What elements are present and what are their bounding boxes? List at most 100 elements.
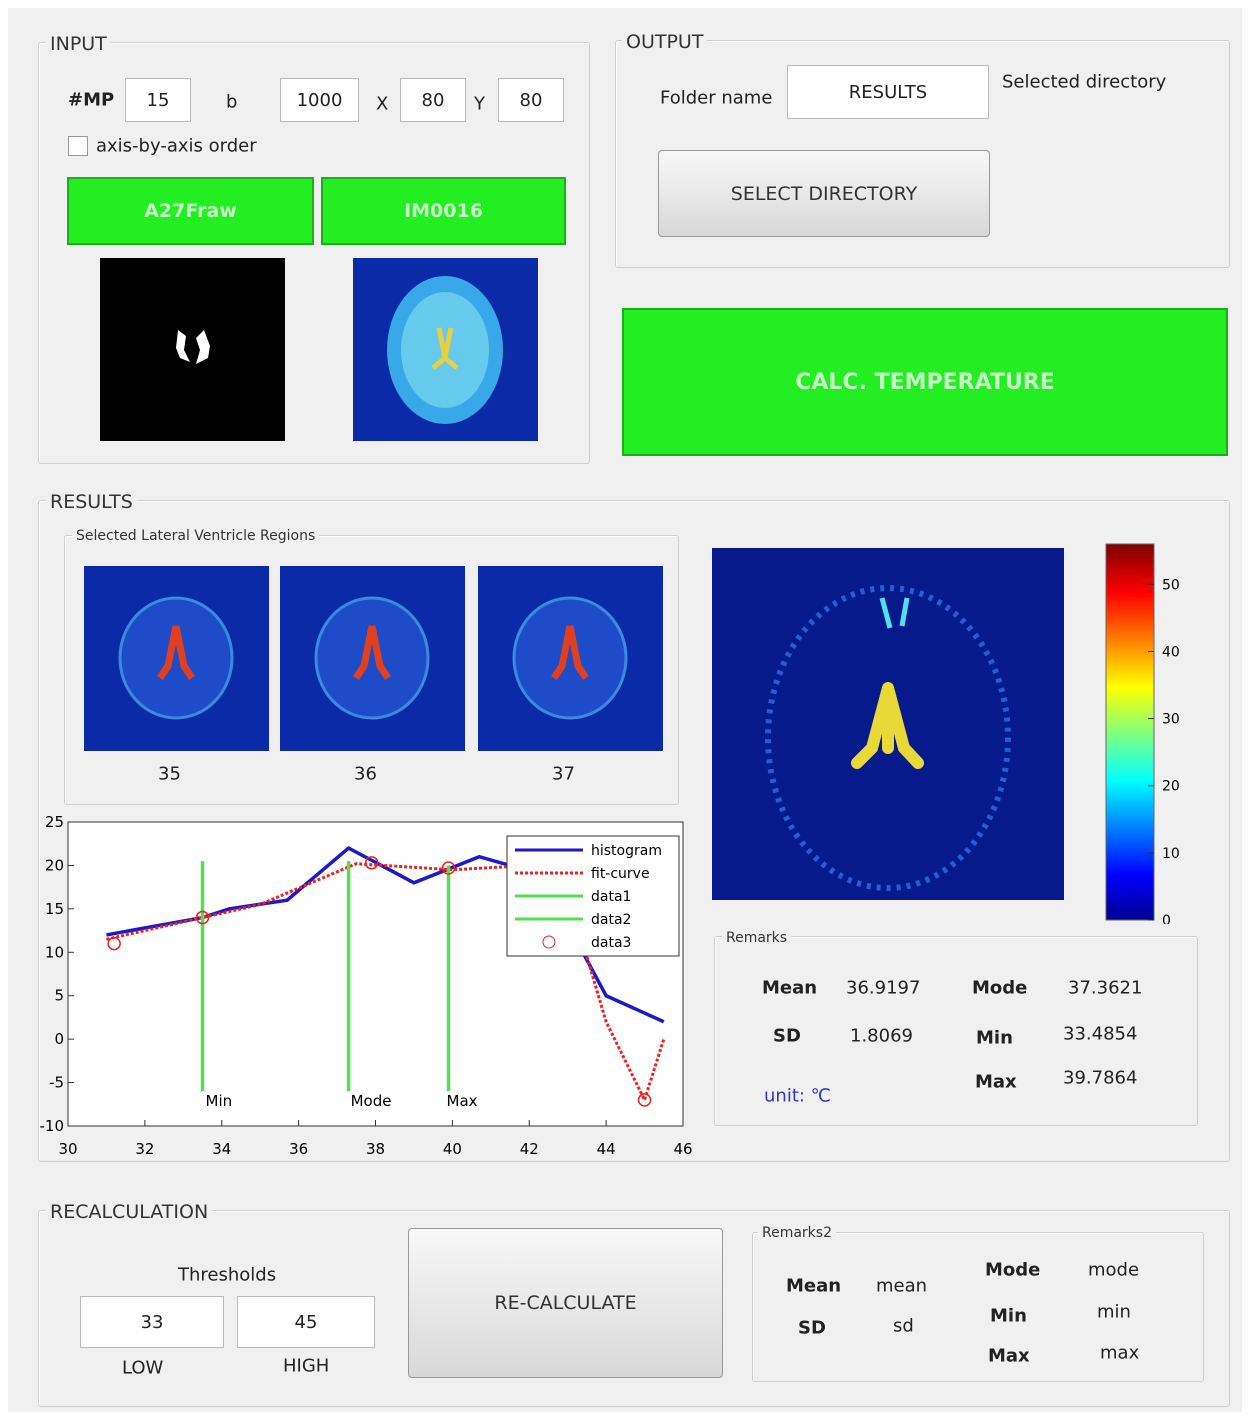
x-tick-label: 34 [212, 1140, 231, 1158]
value: sd [893, 1315, 914, 1337]
text-field[interactable]: 45 [237, 1296, 375, 1348]
x-tick-label: 36 [289, 1140, 308, 1158]
brain [118, 596, 234, 720]
panel-title: RECALCULATION [46, 1201, 213, 1223]
label: SD [798, 1317, 826, 1339]
remarks2-panel [752, 1232, 1204, 1382]
panel-title: Remarks2 [758, 1225, 836, 1241]
annotation: Mode [351, 1092, 392, 1110]
ventricle [157, 625, 195, 680]
y-tick-label: 15 [45, 900, 64, 918]
legend-label: histogram [591, 843, 662, 859]
temperature-map [712, 548, 1064, 900]
legend-label: fit-curve [591, 866, 650, 882]
calc-button[interactable]: CALC. TEMPERATURE [622, 308, 1228, 456]
button[interactable]: IM0016 [321, 177, 566, 245]
y-tick-label: 5 [54, 987, 64, 1005]
output-panel [615, 40, 1230, 268]
ventricle [551, 625, 589, 680]
mask-shape [176, 330, 210, 364]
y-tick-label: -5 [49, 1074, 64, 1092]
label: HIGH [283, 1355, 330, 1377]
series-line [106, 862, 666, 1104]
value: min [1097, 1301, 1131, 1323]
colorbar-gradient [1105, 543, 1155, 921]
label: X [376, 93, 389, 115]
annotation: Max [447, 1092, 478, 1110]
x-tick-label: 40 [443, 1140, 462, 1158]
label: Folder name [660, 87, 773, 109]
colorbar-tick-label: 40 [1162, 644, 1180, 660]
y-tick-label: 0 [54, 1030, 64, 1048]
label: Thresholds [178, 1264, 277, 1286]
label: Mean [786, 1275, 842, 1297]
label: Mode [972, 977, 1028, 999]
text-field[interactable]: 33 [80, 1296, 224, 1348]
label: SD [773, 1025, 801, 1047]
brain-outline [765, 585, 1011, 891]
button[interactable]: SELECT DIRECTORY [658, 150, 990, 237]
slice-image [84, 566, 269, 751]
x-tick-label: 38 [366, 1140, 385, 1158]
slice-label: 36 [354, 763, 377, 785]
label: Mode [985, 1259, 1041, 1281]
recalculation-panel [38, 1210, 1230, 1407]
value: 1.8069 [850, 1025, 913, 1047]
button[interactable]: RE-CALCULATE [408, 1228, 723, 1378]
colorbar-tick-label: 30 [1162, 712, 1180, 728]
checkbox-label: axis-by-axis order [96, 135, 257, 157]
value: 36.9197 [846, 977, 921, 999]
button[interactable]: A27Fraw [67, 177, 314, 245]
text-field[interactable]: 1000 [280, 78, 359, 122]
series-line [200, 861, 351, 1092]
mask-image [100, 258, 285, 441]
hot-spots [879, 597, 910, 629]
label: Mean [762, 977, 818, 999]
text-field[interactable]: RESULTS [787, 65, 989, 119]
label: Selected directory [1002, 71, 1167, 93]
checkbox[interactable] [68, 136, 88, 156]
panel-title: INPUT [46, 33, 111, 55]
text-field[interactable]: 80 [498, 78, 564, 122]
panel-title: Selected Lateral Ventricle Regions [72, 528, 320, 544]
legend-label: data3 [591, 935, 631, 951]
colorbar-tick-label: 10 [1162, 846, 1180, 862]
x-tick-label: 44 [597, 1140, 616, 1158]
brain [512, 596, 628, 720]
data-marker [441, 861, 456, 875]
label: Max [975, 1071, 1017, 1093]
input-panel [38, 42, 590, 464]
data-marker [637, 1093, 652, 1107]
value: mean [876, 1275, 928, 1297]
value: 39.7864 [1063, 1067, 1138, 1089]
colorbar-tick-label: 50 [1162, 577, 1180, 593]
x-tick-label: 32 [135, 1140, 154, 1158]
label: LOW [122, 1357, 164, 1379]
unit-label: unit: ℃ [764, 1085, 831, 1107]
label: Max [988, 1345, 1030, 1367]
panel-title: RESULTS [46, 491, 137, 513]
ventricles [851, 682, 924, 769]
slice-label: 37 [552, 763, 575, 785]
text-field[interactable]: 80 [400, 78, 466, 122]
value: 37.3621 [1068, 977, 1143, 999]
value: max [1100, 1342, 1140, 1364]
panel-title: Remarks [722, 930, 792, 946]
x-tick-label: 42 [520, 1140, 539, 1158]
ventricles [431, 327, 459, 370]
remarks-panel [714, 936, 1198, 1126]
label: #MP [68, 89, 115, 111]
y-tick-label: 25 [45, 813, 64, 831]
brain-image [353, 258, 538, 441]
y-tick-label: 10 [45, 943, 64, 961]
data-marker [364, 856, 379, 870]
slice-label: 35 [158, 763, 181, 785]
data-marker [195, 910, 210, 925]
text-field[interactable]: 15 [125, 78, 191, 122]
label: b [226, 91, 238, 113]
image-bg [100, 258, 285, 441]
regions-panel [64, 535, 679, 805]
legend-label: data2 [591, 912, 631, 928]
colorbar: 0 10 20 30 40 50 [1105, 543, 1180, 924]
ventricle [353, 625, 391, 680]
